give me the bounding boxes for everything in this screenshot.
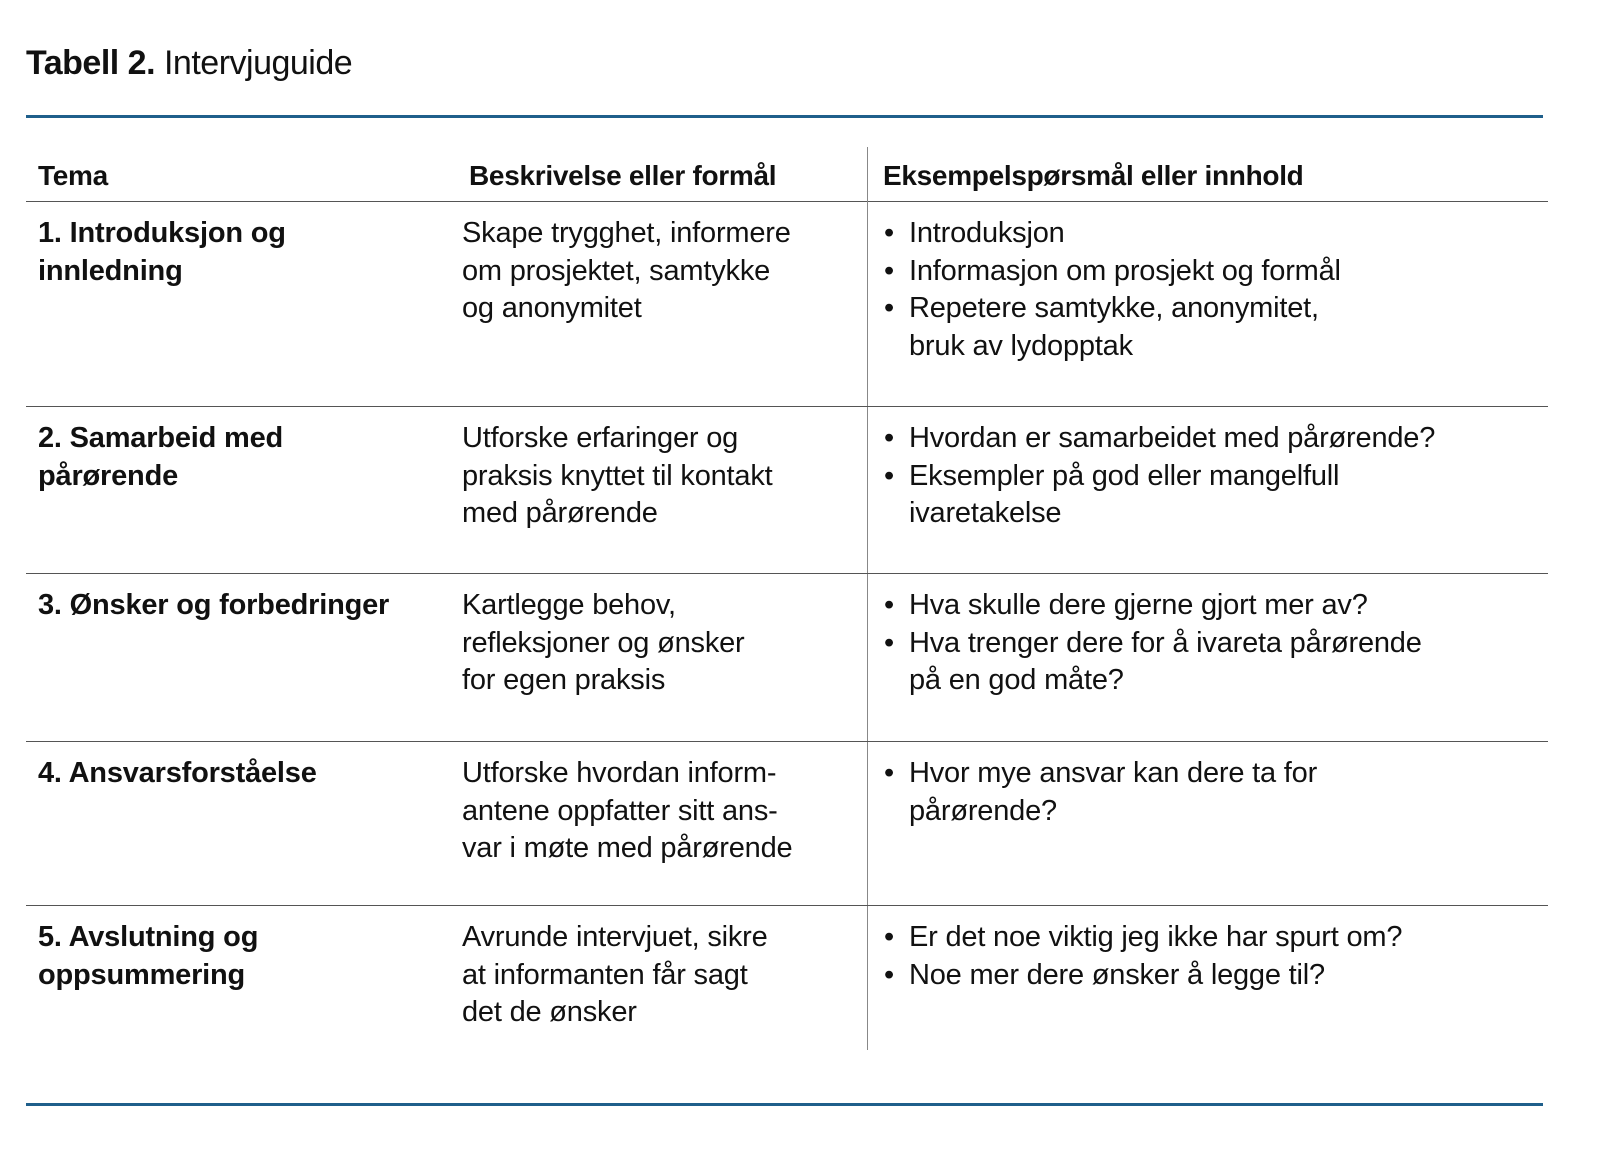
bullet-icon: • xyxy=(884,589,894,621)
header-eksempel: Eksempelspørsmål eller innhold xyxy=(883,160,1304,191)
cell-beskrivelse: Skape trygghet, informere om prosjektet, … xyxy=(462,215,791,328)
line: Introduksjon xyxy=(909,217,1065,249)
line: på en god måte? xyxy=(909,664,1124,696)
cell-eksempel: • Introduksjon • Informasjon om prosjekt og… xyxy=(884,215,1341,365)
top-rule xyxy=(26,115,1543,118)
line: praksis knyttet til kontakt xyxy=(462,459,773,492)
line: Eksempler på god eller mangelfull xyxy=(909,459,1340,492)
cell-tema: 3. Ønsker og forbedringer xyxy=(38,587,389,625)
line: Kartlegge behov, xyxy=(462,589,676,621)
bullet-icon: • xyxy=(884,921,894,953)
bullet-icon: • xyxy=(884,292,894,324)
bullet-icon: • xyxy=(884,254,894,287)
header-tema: Tema xyxy=(38,160,108,191)
cell-tema: 4. Ansvarsforståelse xyxy=(38,755,317,793)
line: om prosjektet, samtykke xyxy=(462,254,771,287)
bullet-icon: • xyxy=(884,459,894,492)
row-rule xyxy=(26,741,1548,742)
table-title: Tabell 2. Intervjuguide xyxy=(26,44,353,83)
line: Repetere samtykke, anonymitet, xyxy=(909,292,1319,324)
table-caption: Intervjuguide xyxy=(163,44,353,82)
line: Noe mer dere ønsker å legge til? xyxy=(909,958,1325,991)
line: Utforske hvordan inform- xyxy=(462,757,777,789)
line: Informasjon om prosjekt og formål xyxy=(909,254,1341,287)
header-rule xyxy=(26,201,1548,202)
line: oppsummering xyxy=(38,958,246,991)
line: ivaretakelse xyxy=(909,497,1062,529)
line: Hva trenger dere for å ivareta pårørende xyxy=(909,626,1422,659)
line: med pårørende xyxy=(462,497,658,529)
bullet-item: • Informasjon om prosjekt og formål xyxy=(884,253,1341,291)
line: Hvordan er samarbeidet med pårørende? xyxy=(909,422,1436,454)
cell-beskrivelse: Avrunde intervjuet, sikre at informanten … xyxy=(462,919,768,1032)
bullet-item: • Hva skulle dere gjerne gjort mer av? xyxy=(884,587,1422,625)
line: Skape trygghet, informere xyxy=(462,217,791,249)
cell-beskrivelse: Utforske erfaringer og praksis knyttet ti… xyxy=(462,420,773,533)
bullet-icon: • xyxy=(884,757,894,789)
bullet-item: • Hvordan er samarbeidet med pårørende? xyxy=(884,420,1435,458)
line: Hvor mye ansvar kan dere ta for xyxy=(909,757,1318,789)
line: det de ønsker xyxy=(462,996,637,1028)
bullet-item: • Repetere samtykke, anonymitet, bruk av l… xyxy=(884,290,1341,365)
bullet-item: • Eksempler på god eller mangelfull ivaret… xyxy=(884,458,1435,533)
line: Er det noe viktig jeg ikke har spurt om? xyxy=(909,921,1403,953)
line: 5. Avslutning og xyxy=(38,921,259,953)
line: at informanten får sagt xyxy=(462,958,748,991)
bullet-item: • Hva trenger dere for å ivareta pårørend… xyxy=(884,625,1422,700)
line: 3. Ønsker og forbedringer xyxy=(38,589,390,621)
cell-beskrivelse: Utforske hvordan inform-antene oppfatter… xyxy=(462,755,793,868)
bullet-icon: • xyxy=(884,422,894,454)
line: 1. Introduksjon og xyxy=(38,217,286,249)
cell-eksempel: • Er det noe viktig jeg ikke har spurt om… xyxy=(884,919,1403,995)
header-beskrivelse: Beskrivelse eller formål xyxy=(469,160,777,191)
row-rule xyxy=(26,406,1548,407)
line: og anonymitet xyxy=(462,292,642,324)
line: Hva skulle dere gjerne gjort mer av? xyxy=(909,589,1368,621)
bullet-icon: • xyxy=(884,626,894,659)
line: innledning xyxy=(38,254,183,287)
row-rule xyxy=(26,573,1548,574)
line: Utforske erfaringer og xyxy=(462,422,739,454)
cell-tema: 1. Introduksjon og innledning xyxy=(38,215,286,290)
bullet-item: • Introduksjon xyxy=(884,215,1341,253)
line: pårørende? xyxy=(909,794,1057,827)
cell-beskrivelse: Kartlegge behov, refleksjoner og ønsker fo… xyxy=(462,587,745,700)
line: refleksjoner og ønsker xyxy=(462,626,745,659)
line: for egen praksis xyxy=(462,664,666,696)
bullet-icon: • xyxy=(884,958,894,991)
table-label: Tabell 2. xyxy=(26,44,156,82)
line: antene oppfatter sitt ans- xyxy=(462,794,778,827)
line: 4. Ansvarsforståelse xyxy=(38,757,317,789)
bottom-rule xyxy=(26,1103,1543,1106)
line: var i møte med pårørende xyxy=(462,832,793,864)
row-rule xyxy=(26,905,1548,906)
bullet-item: • Hvor mye ansvar kan dere ta for pårørend… xyxy=(884,755,1317,830)
bullet-item: • Er det noe viktig jeg ikke har spurt om… xyxy=(884,919,1403,957)
line: Avrunde intervjuet, sikre xyxy=(462,921,768,953)
cell-tema: 2. Samarbeid med pårørende xyxy=(38,420,283,495)
cell-eksempel: • Hva skulle dere gjerne gjort mer av? • Hv… xyxy=(884,587,1422,700)
cell-eksempel: • Hvordan er samarbeidet med pårørende? • E… xyxy=(884,420,1435,533)
column-divider xyxy=(867,147,868,1050)
bullet-icon: • xyxy=(884,217,894,249)
line: 2. Samarbeid med xyxy=(38,422,284,454)
cell-tema: 5. Avslutning og oppsummering xyxy=(38,919,258,994)
cell-eksempel: • Hvor mye ansvar kan dere ta for pårørend… xyxy=(884,755,1317,830)
line: bruk av lydopptak xyxy=(909,329,1133,362)
bullet-item: • Noe mer dere ønsker å legge til? xyxy=(884,957,1402,995)
line: pårørende xyxy=(38,459,179,492)
